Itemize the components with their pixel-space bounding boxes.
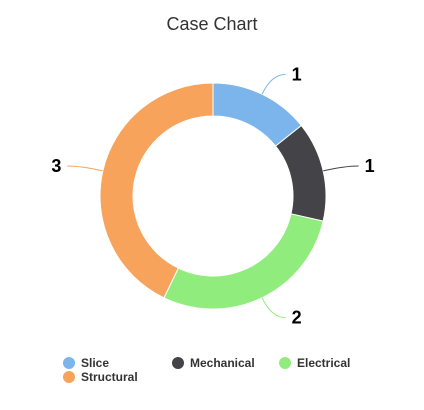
legend-item-electrical[interactable]: Electrical bbox=[279, 356, 350, 370]
chart-data-labels: 1 1 2 3 bbox=[51, 64, 374, 327]
legend-marker-structural bbox=[63, 371, 75, 383]
chart-connectors bbox=[67, 73, 359, 319]
chart-slices bbox=[99, 82, 327, 310]
connector-electrical bbox=[261, 297, 286, 319]
slice-mechanical[interactable] bbox=[274, 124, 327, 222]
data-label-structural: 3 bbox=[51, 156, 61, 176]
chart-legend: Slice Mechanical Electrical Structural bbox=[63, 356, 350, 384]
connector-structural bbox=[67, 165, 103, 172]
data-label-slice: 1 bbox=[292, 64, 302, 84]
legend-item-structural[interactable]: Structural bbox=[63, 370, 138, 384]
legend-label-structural: Structural bbox=[81, 370, 138, 384]
chart-title: Case Chart bbox=[166, 14, 257, 34]
slice-structural[interactable] bbox=[99, 82, 214, 299]
legend-item-slice[interactable]: Slice bbox=[63, 356, 109, 370]
legend-marker-electrical bbox=[279, 357, 291, 369]
legend-label-electrical: Electrical bbox=[297, 356, 350, 370]
data-label-mechanical: 1 bbox=[365, 156, 375, 176]
slice-electrical[interactable] bbox=[163, 213, 324, 310]
connector-mechanical bbox=[323, 165, 359, 172]
legend-marker-slice bbox=[63, 357, 75, 369]
connector-slice bbox=[261, 73, 286, 95]
legend-label-slice: Slice bbox=[81, 356, 109, 370]
legend-marker-mechanical bbox=[172, 357, 184, 369]
legend-label-mechanical: Mechanical bbox=[190, 356, 255, 370]
data-label-electrical: 2 bbox=[292, 308, 302, 328]
legend-item-mechanical[interactable]: Mechanical bbox=[172, 356, 255, 370]
